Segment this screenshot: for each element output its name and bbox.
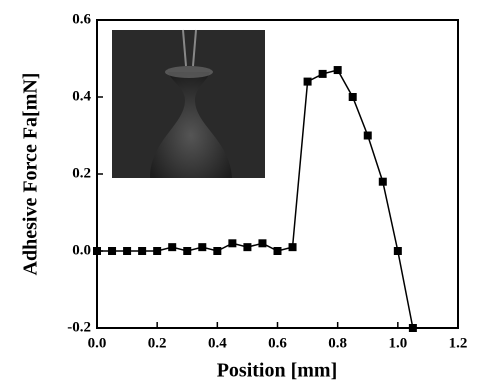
x-tick-label: 0.2 xyxy=(148,335,167,351)
data-point xyxy=(198,243,207,252)
y-tick-label: 0.0 xyxy=(72,242,91,258)
data-point xyxy=(378,177,387,186)
data-line xyxy=(97,69,414,329)
x-tick-label: 0.0 xyxy=(88,335,107,351)
x-tick-label: 0.4 xyxy=(208,335,227,351)
data-point xyxy=(408,324,417,332)
data-point xyxy=(318,69,327,78)
data-point xyxy=(123,247,132,255)
data-point xyxy=(273,247,282,255)
data-point xyxy=(243,243,252,252)
inset-photo xyxy=(112,29,265,178)
data-point xyxy=(363,131,372,140)
y-tick-label: -0.2 xyxy=(67,319,91,335)
data-point xyxy=(213,247,222,255)
data-point xyxy=(303,77,312,86)
data-point xyxy=(138,247,147,255)
data-point xyxy=(153,247,162,255)
y-axis-label: Adhesive Force Fa[mN] xyxy=(20,73,42,276)
data-point xyxy=(108,247,117,255)
data-point xyxy=(333,66,342,75)
data-point xyxy=(168,243,177,252)
data-point xyxy=(393,247,402,255)
y-tick-label: 0.2 xyxy=(72,165,91,181)
x-axis-label: Position [mm] xyxy=(217,360,338,382)
x-tick-label: 0.6 xyxy=(268,335,287,351)
data-point xyxy=(93,247,101,255)
y-tick-label: 0.6 xyxy=(72,11,91,27)
data-point xyxy=(288,243,297,252)
data-point xyxy=(348,93,357,101)
y-tick-label: 0.4 xyxy=(72,88,91,104)
data-point xyxy=(228,239,237,248)
x-tick-label: 1.2 xyxy=(449,335,468,351)
x-tick-label: 0.8 xyxy=(328,335,347,351)
x-tick-label: 1.0 xyxy=(388,335,407,351)
data-point xyxy=(258,239,267,248)
data-point xyxy=(183,247,192,255)
